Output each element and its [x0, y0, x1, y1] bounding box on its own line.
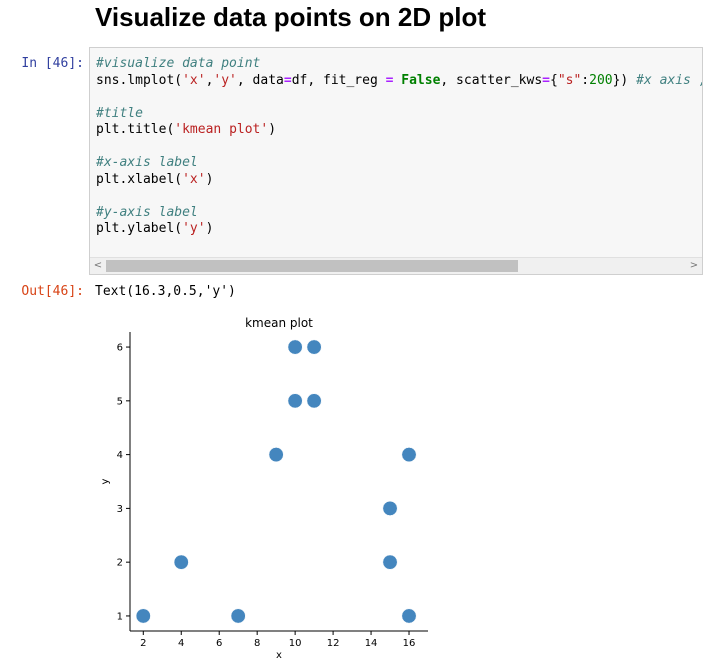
- output-prompt: Out[46]:: [21, 284, 84, 299]
- scatter-point: [382, 500, 398, 516]
- code-line: sns.lmplot('x','y', data=df, fit_reg = F…: [96, 72, 702, 88]
- code-line: plt.title('kmean plot'): [96, 122, 277, 137]
- y-tick-label: 6: [117, 343, 123, 354]
- x-tick-label: 14: [365, 638, 378, 649]
- x-tick-label: 16: [403, 638, 416, 649]
- y-tick-label: 2: [117, 558, 123, 569]
- code-line: #title: [96, 105, 143, 121]
- scrollbar-thumb[interactable]: [106, 260, 518, 272]
- code-line: plt.xlabel('x'): [96, 171, 214, 187]
- scatter-point: [306, 393, 322, 409]
- scroll-right-icon[interactable]: >: [689, 260, 699, 271]
- scatter-point: [401, 447, 417, 463]
- scatter-point: [287, 339, 303, 355]
- input-prompt: In [46]:: [21, 56, 84, 71]
- x-tick-label: 6: [216, 638, 222, 649]
- x-tick-label: 12: [327, 638, 340, 649]
- x-axis-label: x: [276, 650, 282, 661]
- x-tick-label: 4: [178, 638, 184, 649]
- code-line: #y-axis label: [96, 204, 198, 220]
- y-tick-label: 3: [117, 504, 123, 515]
- scatter-point: [230, 608, 246, 624]
- scatter-point: [382, 554, 398, 570]
- code-line: plt.ylabel('y'): [96, 221, 214, 236]
- scroll-left-icon[interactable]: <: [93, 260, 103, 271]
- scatter-point: [268, 447, 284, 463]
- code-cell[interactable]: #visualize data point sns.lmplot('x','y'…: [89, 47, 703, 275]
- x-tick-label: 10: [289, 638, 302, 649]
- x-tick-label: 2: [140, 638, 146, 649]
- scatter-point: [306, 339, 322, 355]
- chart-title: kmean plot: [245, 316, 313, 330]
- scatter-point: [135, 608, 151, 624]
- horizontal-scrollbar[interactable]: < >: [90, 257, 702, 274]
- y-axis-label: y: [100, 478, 111, 484]
- x-tick-label: 8: [254, 638, 260, 649]
- y-tick-label: 4: [117, 450, 123, 461]
- y-tick-label: 1: [117, 611, 123, 622]
- code-editor[interactable]: #visualize data point sns.lmplot('x','y'…: [96, 56, 702, 238]
- code-line: #visualize data point: [96, 56, 261, 71]
- scatter-point: [401, 608, 417, 624]
- scatter-point: [287, 393, 303, 409]
- code-line: #x-axis label: [96, 155, 198, 170]
- scatter-point: [173, 554, 189, 570]
- section-heading: Visualize data points on 2D plot: [95, 2, 487, 32]
- y-tick-label: 5: [117, 396, 123, 407]
- output-text: Text(16.3,0.5,'y'): [95, 284, 236, 299]
